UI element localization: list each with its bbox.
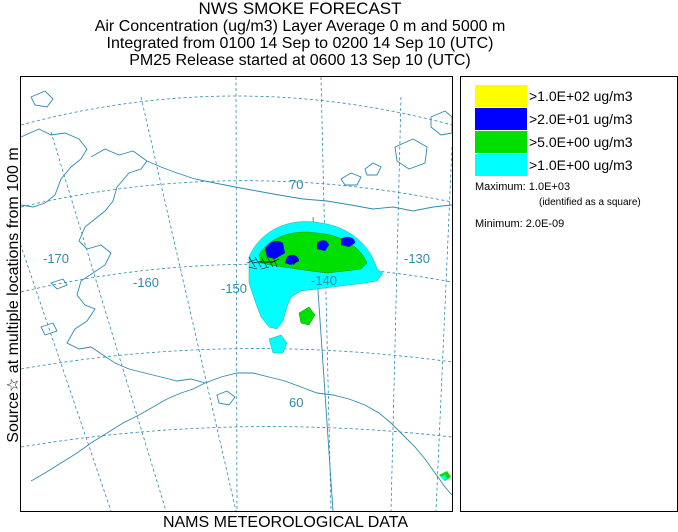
maximum-value: Maximum: 1.0E+03	[475, 181, 571, 193]
gulf-of-alaska-coast	[204, 372, 452, 496]
north-slope-coast	[146, 160, 452, 212]
legend-swatch-cyan	[475, 154, 527, 176]
legend-swatch-green	[475, 131, 527, 153]
st-lawrence-island	[50, 278, 68, 290]
parallel-75	[21, 95, 452, 126]
arctic-island-2	[364, 162, 382, 176]
label-lon-140: -140	[311, 273, 337, 288]
map-title-block: NWS SMOKE FORECAST Air Concentration (ug…	[40, 0, 560, 69]
siberia-coast	[21, 90, 88, 208]
canada-spot	[439, 471, 451, 481]
legend-swatch-blue	[475, 108, 527, 130]
source-star-east	[291, 258, 299, 266]
plume-green-lower	[298, 306, 316, 326]
kodiak-island	[216, 390, 236, 406]
legend-item-blue: >2.0E+01 ug/m3	[475, 108, 675, 130]
map-panel: -170 -160 -150 -140 -130 70 60	[20, 76, 453, 512]
coastlines	[21, 90, 452, 496]
maximum-note: (identified as a square)	[539, 197, 641, 208]
plume-blue-east	[341, 236, 355, 247]
alaska-west-coast	[66, 148, 206, 384]
graticule-labels: -170 -160 -150 -140 -130 70 60	[43, 177, 430, 410]
plume-blue-west	[265, 241, 285, 259]
meridian-130	[390, 96, 402, 511]
arctic-island-3	[430, 110, 452, 136]
minimum-value: Minimum: 2.0E-09	[475, 218, 565, 230]
meridian-160	[140, 96, 237, 511]
parallel-70	[21, 180, 452, 208]
label-lat-60: 60	[289, 395, 303, 410]
plume-blue-mid	[317, 240, 329, 251]
legend-label-blue: >2.0E+01 ug/m3	[529, 111, 633, 127]
nunivak-island	[40, 322, 58, 336]
meridian-120	[435, 146, 452, 511]
banks-island	[394, 138, 428, 170]
legend-item-cyan: >1.0E+00 ug/m3	[475, 154, 675, 176]
plume-cyan-lower	[268, 334, 288, 354]
label-lon-170: -170	[43, 251, 69, 266]
concentration-subtitle: Air Concentration (ug/m3) Layer Average …	[94, 18, 506, 35]
meridian-140	[320, 77, 332, 511]
label-lat-70: 70	[289, 177, 303, 192]
source-cluster	[246, 256, 280, 270]
legend-item-yellow: >1.0E+02 ug/m3	[475, 85, 675, 107]
release-info: PM25 Release started at 0600 13 Sep 10 (…	[129, 52, 471, 69]
map-canvas: -170 -160 -150 -140 -130 70 60	[21, 77, 452, 511]
label-lon-130: -130	[404, 251, 430, 266]
arctic-island-1	[340, 172, 362, 186]
legend-label-yellow: >1.0E+02 ug/m3	[529, 88, 633, 104]
label-lon-150: -150	[221, 281, 247, 296]
graticule	[21, 77, 452, 511]
legend-label-green: >5.0E+00 ug/m3	[529, 134, 633, 150]
meridian-180	[21, 244, 112, 511]
meridian-170	[50, 131, 167, 511]
legend-item-green: >5.0E+00 ug/m3	[475, 131, 675, 153]
smoke-plume	[248, 221, 384, 354]
legend-label-cyan: >1.0E+00 ug/m3	[529, 157, 633, 173]
parallel-55	[21, 426, 452, 448]
label-lon-160: -160	[133, 275, 159, 290]
aleutian-chain	[30, 382, 206, 482]
source-markers	[246, 256, 299, 270]
parallel-60	[21, 348, 452, 370]
meteorological-data-label: NAMS METEOROLOGICAL DATA	[162, 514, 409, 531]
forecast-title: NWS SMOKE FORECAST	[198, 0, 402, 18]
legend-panel: >1.0E+02 ug/m3 >2.0E+01 ug/m3 >5.0E+00 u…	[460, 76, 678, 512]
parallel-65	[21, 263, 452, 293]
integration-period: Integrated from 0100 14 Sep to 0200 14 S…	[106, 35, 494, 52]
canada-spot-cyan	[441, 475, 447, 480]
meridian-150	[235, 77, 238, 511]
legend-swatch-yellow	[475, 85, 527, 107]
